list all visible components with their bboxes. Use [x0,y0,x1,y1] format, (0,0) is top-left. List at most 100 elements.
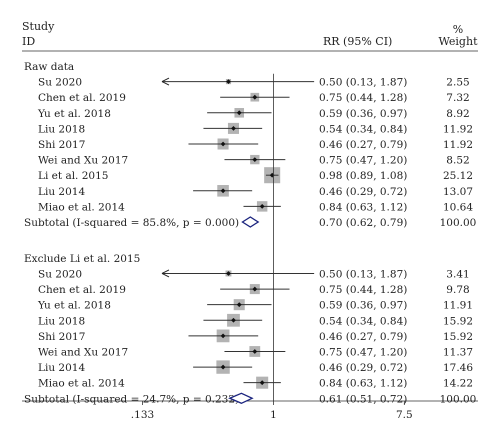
point-estimate [231,126,236,131]
study-row: Su 2020 0.50 (0.13, 1.87) 3.41 [38,268,470,280]
study-weight: 14.22 [443,378,473,390]
point-estimate [226,271,231,276]
study-rr-ci: 0.54 (0.34, 0.84) [319,123,407,135]
point-estimate [220,141,226,147]
study-row: Yu et al. 2018 0.59 (0.36, 0.97) 8.92 [37,108,470,120]
point-estimate [259,204,265,209]
point-estimate [220,188,226,194]
point-estimate [252,349,258,354]
study-name: Liu 2014 [38,186,85,198]
point-estimate [259,380,265,386]
point-estimate [220,364,226,370]
study-rr-ci: 0.50 (0.13, 1.87) [319,77,407,89]
study-name: Chen et al. 2019 [38,284,126,296]
study-rr-ci: 0.84 (0.63, 1.12) [319,201,407,213]
subtotal-label: Subtotal (I-squared = 85.8%, p = 0.000) [24,217,239,229]
study-rr-ci: 0.75 (0.44, 1.28) [319,92,407,104]
point-estimate [252,286,258,292]
study-weight: 9.78 [446,284,469,296]
study-weight: 8.52 [446,155,469,167]
study-rr-ci: 0.46 (0.27, 0.79) [319,331,407,343]
study-name: Wei and Xu 2017 [38,155,128,167]
study-rr-ci: 0.59 (0.36, 0.97) [319,108,407,120]
percent-header: % [453,23,463,36]
study-row: Liu 2014 0.46 (0.29, 0.72) 17.46 [38,360,473,374]
study-name: Shi 2017 [38,331,85,343]
study-weight: 8.92 [446,108,469,120]
study-rr-ci: 0.54 (0.34, 0.84) [319,315,407,327]
study-name: Li et al. 2015 [38,170,108,182]
study-name: Yu et al. 2018 [37,300,111,312]
study-header: Study [22,20,55,33]
subtotal-row: Subtotal (I-squared = 85.8%, p = 0.000) 0… [24,216,476,229]
pooled-diamond [228,392,254,404]
id-header: ID [22,35,35,48]
subtotal-rr-ci: 0.61 (0.51, 0.72) [319,393,407,405]
study-row: Shi 2017 0.46 (0.27, 0.79) 11.92 [38,138,473,151]
study-name: Yu et al. 2018 [37,108,111,120]
x-tick-label: .133 [131,409,154,421]
study-name: Liu 2018 [38,123,85,135]
forest-rows: Raw data Su 2020 0.50 (0.13, 1.87) 2.55 Chen… [24,61,476,405]
study-name: Su 2020 [38,268,82,280]
subtotal-weight: 100.00 [440,393,477,405]
study-name: Su 2020 [38,77,82,89]
arrow-left-icon [161,77,170,86]
x-tick-label: 1 [270,409,277,421]
study-name: Wei and Xu 2017 [38,346,128,358]
study-row: Liu 2018 0.54 (0.34, 0.84) 15.92 [38,313,473,327]
x-tick-label: 7.5 [396,409,413,421]
study-rr-ci: 0.46 (0.27, 0.79) [319,139,407,151]
point-estimate [226,79,231,84]
study-weight: 13.07 [443,186,473,198]
arrow-left-icon [161,269,170,278]
study-row: Wei and Xu 2017 0.75 (0.47, 1.20) 8.52 [38,155,470,167]
study-weight: 11.92 [443,123,473,135]
study-name: Shi 2017 [38,139,85,151]
study-rr-ci: 0.84 (0.63, 1.12) [319,378,407,390]
study-name: Liu 2014 [38,362,85,374]
point-estimate [220,333,226,339]
study-name: Miao et al. 2014 [38,378,125,390]
study-weight: 11.92 [443,139,473,151]
study-rr-ci: 0.98 (0.89, 1.08) [319,170,407,182]
group-title: Raw data [24,61,74,73]
group-title: Exclude Li et al. 2015 [24,253,140,265]
study-rr-ci: 0.46 (0.29, 0.72) [319,362,407,374]
study-row: Li et al. 2015 0.98 (0.89, 1.08) 25.12 [38,167,473,184]
point-estimate [252,157,258,162]
study-row: Chen et al. 2019 0.75 (0.44, 1.28) 7.32 [38,92,470,104]
study-row: Su 2020 0.50 (0.13, 1.87) 2.55 [38,77,470,89]
study-rr-ci: 0.75 (0.47, 1.20) [319,155,407,167]
point-estimate [236,302,242,308]
study-weight: 3.41 [446,268,469,280]
rr-ci-header: RR (95% CI) [323,35,392,48]
study-name: Chen et al. 2019 [38,92,126,104]
study-row: Miao et al. 2014 0.84 (0.63, 1.12) 10.64 [38,201,473,213]
study-row: Chen et al. 2019 0.75 (0.44, 1.28) 9.78 [38,284,470,296]
study-row: Miao et al. 2014 0.84 (0.63, 1.12) 14.22 [38,376,473,390]
study-rr-ci: 0.46 (0.29, 0.72) [319,186,407,198]
point-estimate [269,172,275,178]
study-row: Liu 2018 0.54 (0.34, 0.84) 11.92 [38,122,473,135]
subtotal-row: Subtotal (I-squared = 24.7%, p = 0.232) 0… [24,392,477,405]
study-row: Wei and Xu 2017 0.75 (0.47, 1.20) 11.37 [38,346,473,358]
study-weight: 2.55 [446,77,469,89]
study-rr-ci: 0.75 (0.47, 1.20) [319,346,407,358]
study-rr-ci: 0.75 (0.44, 1.28) [319,284,407,296]
study-row: Liu 2014 0.46 (0.29, 0.72) 13.07 [38,185,473,198]
study-weight: 15.92 [443,315,473,327]
point-estimate [231,317,236,323]
study-weight: 11.91 [443,300,473,312]
weight-header: Weight [439,35,479,48]
point-estimate [252,94,258,100]
study-weight: 10.64 [443,201,473,213]
subtotal-rr-ci: 0.70 (0.62, 0.79) [319,217,407,229]
study-name: Liu 2018 [38,315,85,327]
study-name: Miao et al. 2014 [38,201,125,213]
study-weight: 11.37 [443,346,473,358]
study-weight: 15.92 [443,331,473,343]
study-weight: 7.32 [446,92,469,104]
study-rr-ci: 0.50 (0.13, 1.87) [319,268,407,280]
